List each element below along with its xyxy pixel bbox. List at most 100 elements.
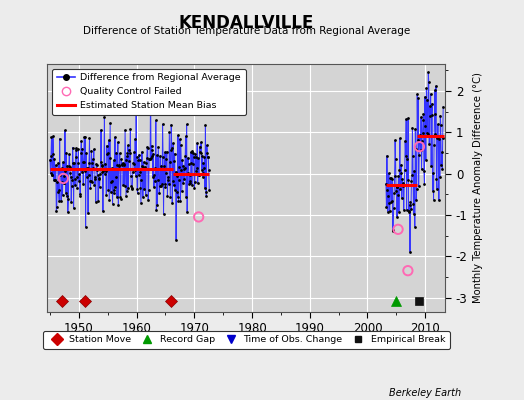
Point (136, 168, 144, 175)
Point (197, 139, 205, 145)
Point (425, 141, 433, 147)
Point (398, 176, 407, 182)
Point (171, 187, 179, 193)
Point (389, 226, 397, 233)
Point (421, 94, 429, 100)
Point (190, 185, 199, 191)
Point (180, 166, 188, 172)
Point (182, 121, 191, 128)
Point (114, 139, 122, 145)
Point (95, 174, 103, 181)
Point (407, 178, 416, 184)
Point (98, 162, 106, 168)
Point (146, 156, 154, 162)
Point (109, 166, 117, 172)
Point (163, 193, 171, 199)
Point (52, 204, 61, 210)
Point (74, 160, 82, 166)
Point (130, 149, 138, 156)
Point (435, 136, 443, 142)
Point (150, 184, 158, 190)
Point (70, 160, 78, 166)
Point (68, 177, 77, 183)
Point (138, 149, 146, 155)
Point (406, 201, 414, 208)
Legend: Station Move, Record Gap, Time of Obs. Change, Empirical Break: Station Move, Record Gap, Time of Obs. C… (43, 331, 450, 349)
Point (141, 192, 150, 198)
Point (113, 162, 122, 168)
Point (174, 176, 183, 183)
Point (391, 137, 399, 143)
Point (192, 164, 201, 171)
Point (129, 161, 138, 168)
Point (53, 179, 61, 186)
Point (147, 143, 156, 149)
Point (116, 196, 125, 202)
Point (427, 91, 435, 97)
Point (400, 182, 408, 188)
Point (146, 84, 155, 91)
Point (84, 210, 92, 216)
Point (77, 138, 85, 144)
Point (176, 198, 184, 204)
Point (154, 177, 162, 184)
Point (133, 186, 141, 192)
Point (198, 174, 206, 180)
Point (432, 83, 440, 89)
Point (117, 161, 126, 167)
Point (198, 166, 206, 173)
Point (194, 171, 203, 178)
Point (124, 142, 132, 148)
Point (176, 136, 184, 142)
Point (411, 224, 419, 230)
Point (106, 120, 114, 126)
Point (152, 207, 160, 214)
Point (388, 228, 397, 234)
Point (75, 177, 83, 184)
Point (384, 208, 392, 215)
Point (422, 156, 430, 163)
Point (125, 158, 134, 164)
Point (385, 200, 394, 207)
Point (99, 169, 107, 175)
Point (69, 205, 78, 211)
Point (184, 154, 192, 161)
Point (439, 135, 447, 142)
Point (196, 150, 205, 156)
Point (404, 115, 412, 121)
Point (158, 181, 166, 188)
Point (64, 196, 72, 202)
Point (400, 207, 408, 213)
Point (58, 192, 67, 198)
Point (102, 168, 110, 174)
Point (153, 202, 161, 208)
Point (131, 136, 139, 142)
Point (149, 151, 158, 157)
Point (415, 144, 423, 150)
Point (100, 166, 108, 172)
Point (79, 159, 87, 166)
Point (398, 195, 406, 202)
Point (143, 155, 151, 161)
Point (95, 184, 104, 191)
Point (61, 127, 69, 134)
Point (195, 172, 203, 178)
Point (56, 172, 64, 178)
Point (419, 117, 427, 124)
Point (84, 172, 93, 178)
Point (103, 142, 111, 149)
Point (382, 204, 390, 210)
Point (422, 85, 431, 92)
Point (202, 193, 211, 200)
Point (155, 166, 163, 172)
Point (414, 182, 423, 189)
Point (407, 206, 415, 213)
Point (62, 149, 71, 156)
Point (417, 147, 425, 154)
Point (49, 150, 58, 157)
Point (189, 160, 197, 167)
Point (387, 175, 395, 182)
Point (179, 180, 188, 186)
Point (115, 162, 124, 168)
Point (402, 206, 411, 213)
